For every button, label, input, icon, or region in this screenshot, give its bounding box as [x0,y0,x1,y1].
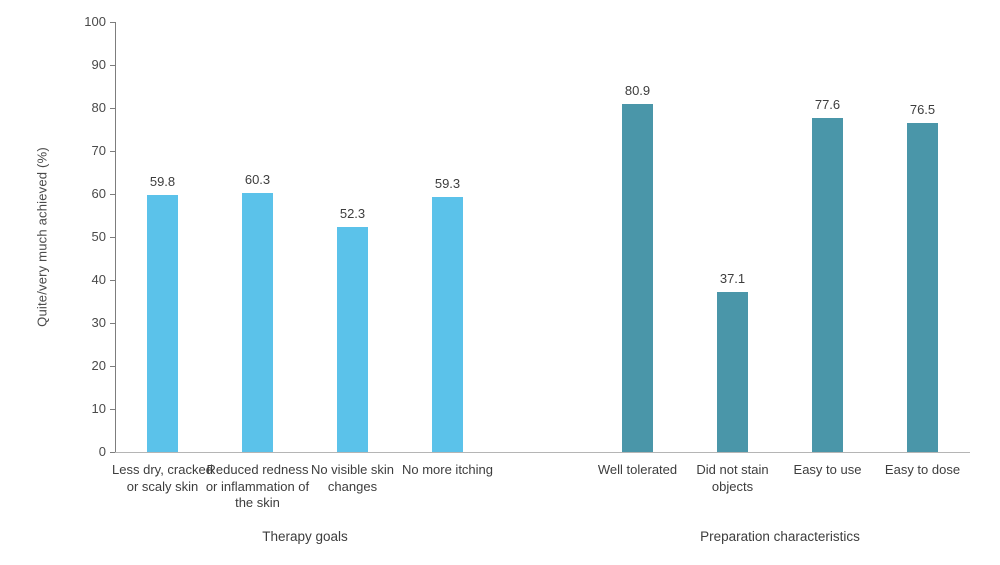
bar-value-label: 80.9 [624,83,651,99]
y-tick-label: 100 [84,14,106,29]
y-tick-label: 10 [91,401,106,416]
bar-value-label: 59.8 [149,173,176,189]
y-tick-mark [110,151,115,152]
bar [337,227,368,452]
x-category-label: Reduced redness or inflammation of the s… [205,462,310,510]
bar-value-label: 59.3 [434,176,461,191]
y-tick-mark [110,409,115,410]
y-tick-mark [110,194,115,195]
y-tick-label: 0 [98,444,106,459]
x-category-label: No more itching [401,462,494,477]
y-tick-mark [110,366,115,367]
bar-value-label: 60.3 [244,171,271,187]
y-tick-label: 60 [91,186,106,201]
x-category-label: Well tolerated [597,462,678,477]
bar [622,104,653,452]
bar [432,197,463,452]
y-tick-mark [110,22,115,23]
y-tick-label: 80 [91,100,106,115]
y-tick-label: 40 [91,272,106,287]
y-tick-label: 90 [91,57,106,72]
bar [717,292,748,452]
y-axis-title: Quite/very much achieved (%) [34,147,50,327]
y-tick-label: 70 [91,143,106,158]
bar [812,118,843,452]
bar-value-label: 77.6 [814,97,841,113]
y-tick-label: 30 [91,315,106,330]
y-tick-mark [110,452,115,453]
y-tick-mark [110,108,115,109]
y-axis-line [115,22,116,453]
x-category-label: Easy to use [793,462,862,477]
bar-value-label: 52.3 [339,206,366,222]
x-category-label: Less dry, cracked or scaly skin [112,462,213,494]
group-axis-label: Therapy goals [262,529,348,544]
bar [147,194,178,452]
y-tick-mark [110,237,115,238]
x-category-label: No visible skin changes [310,462,395,494]
bar [242,192,273,452]
y-tick-mark [110,323,115,324]
x-axis-line [115,452,970,453]
bar-value-label: 76.5 [909,102,936,118]
x-category-label: Easy to dose [884,462,961,477]
y-tick-label: 50 [91,229,106,244]
x-category-label: Did not stain objects [696,462,769,494]
bar [907,123,938,452]
y-tick-mark [110,280,115,281]
group-axis-label: Preparation characteristics [700,529,860,544]
y-tick-mark [110,65,115,66]
y-tick-label: 20 [91,358,106,373]
bar-value-label: 37.1 [719,271,746,287]
